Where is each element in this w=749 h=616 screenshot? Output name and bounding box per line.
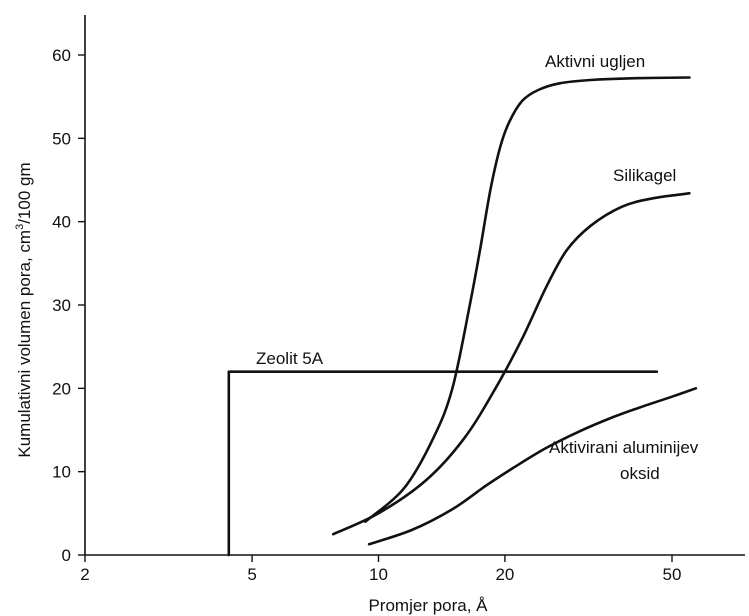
x-tick-label: 50: [663, 565, 682, 584]
x-tick-label: 10: [369, 565, 388, 584]
series-line-zeolit-5a: [227, 370, 659, 557]
x-ticks: 2 5 10 20 50: [80, 555, 681, 584]
series-label-silikagel: Silikagel: [613, 166, 676, 185]
series-line-silikagel: [331, 192, 691, 536]
y-tick-label: 30: [52, 296, 71, 315]
series-label-zeolit-5a: Zeolit 5A: [256, 349, 324, 368]
y-tick-label: 50: [52, 129, 71, 148]
x-tick-label: 2: [80, 565, 89, 584]
series-label-aluminijev-oksid-line1: Aktivirani aluminijev: [549, 438, 699, 457]
y-ticks: 0 10 20 30 40 50 60: [52, 46, 85, 565]
y-tick-label: 60: [52, 46, 71, 65]
series-line-aktivirani-aluminijev-oksid: [367, 387, 698, 546]
y-tick-label: 40: [52, 213, 71, 232]
y-axis-title: Kumulativni volumen pora, cm3/100 gm: [14, 162, 34, 457]
y-tick-label: 20: [52, 379, 71, 398]
x-tick-label: 20: [495, 565, 514, 584]
series-group: [227, 76, 698, 557]
x-tick-label: 5: [247, 565, 256, 584]
y-tick-label: 10: [52, 463, 71, 482]
x-axis-title: Promjer pora, Å: [368, 596, 488, 615]
series-label-aktivni-ugljen: Aktivni ugljen: [545, 52, 645, 71]
y-tick-label: 0: [62, 546, 71, 565]
series-line-aktivni-ugljen: [364, 76, 691, 523]
series-label-aluminijev-oksid-line2: oksid: [620, 464, 660, 483]
